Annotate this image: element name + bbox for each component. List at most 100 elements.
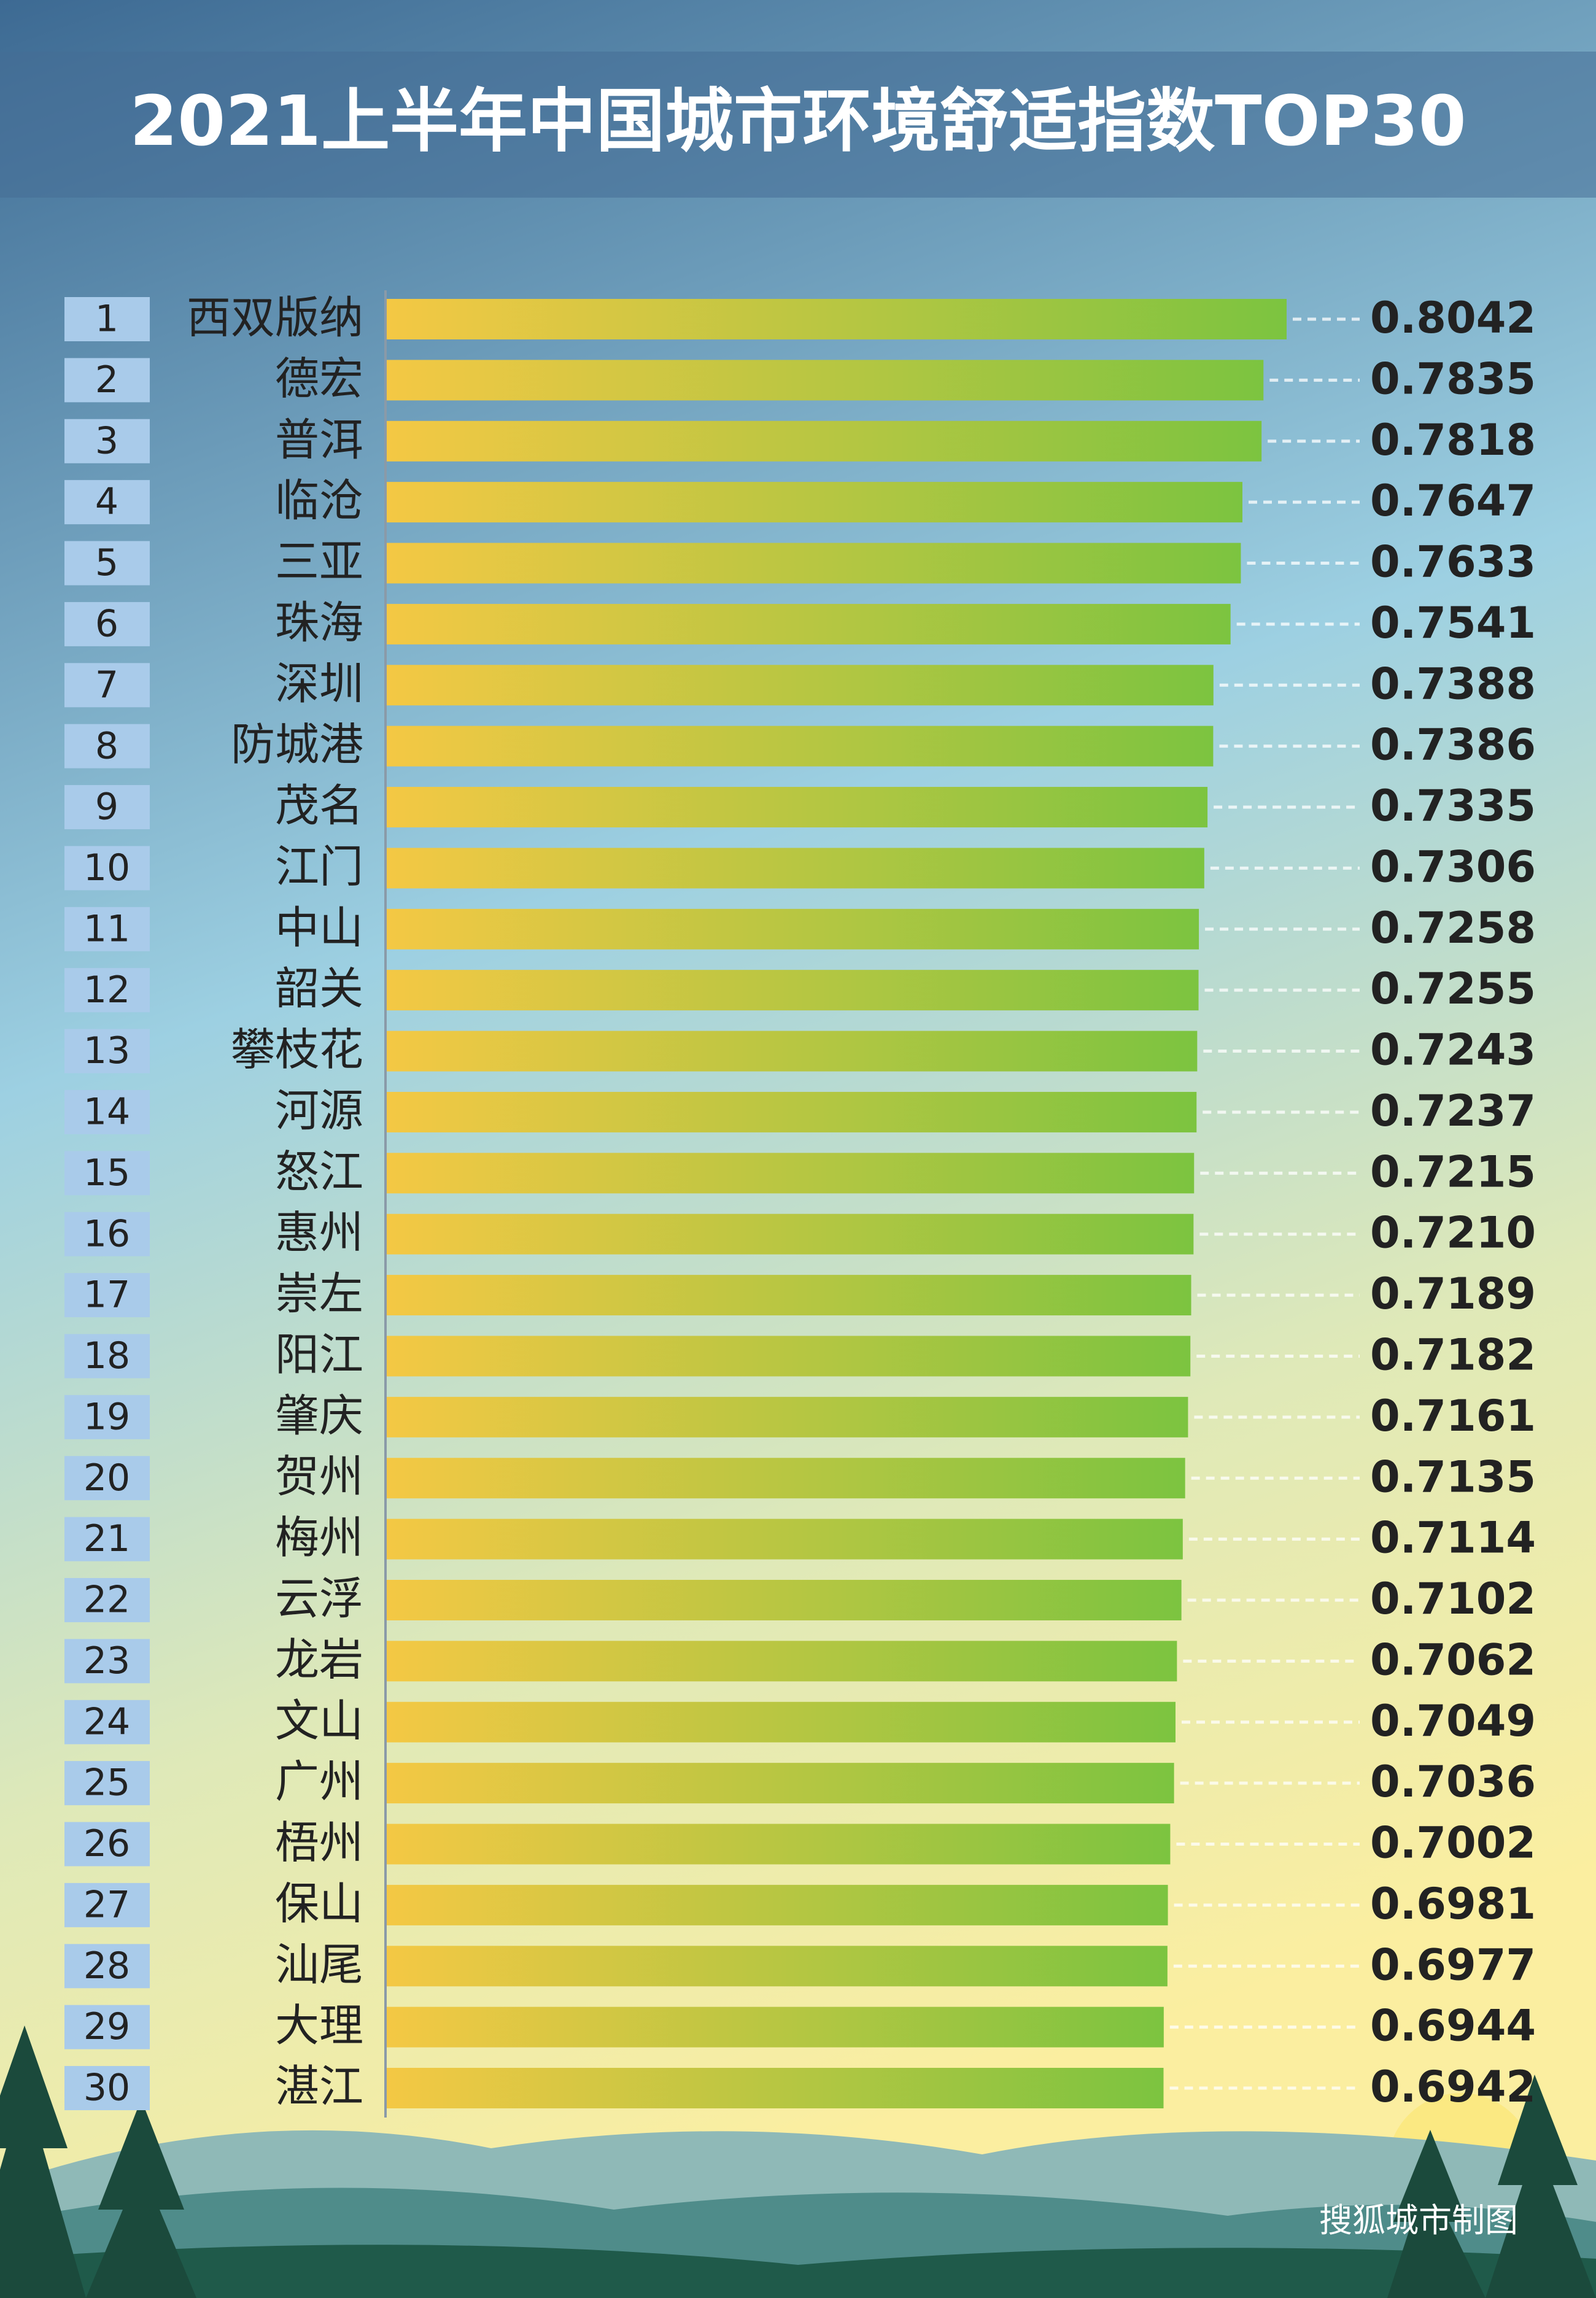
rank-box: [64, 1700, 150, 1744]
category-label: 江门: [275, 841, 363, 892]
rank-label: 8: [95, 724, 118, 767]
category-label: 攀枝花: [231, 1024, 363, 1075]
value-label: 0.8042: [1370, 293, 1536, 343]
rank-label: 27: [83, 1883, 130, 1926]
value-label: 0.7102: [1370, 1574, 1536, 1624]
rank-label: 9: [95, 786, 118, 829]
value-label: 0.7335: [1370, 781, 1536, 831]
bar: [387, 482, 1242, 523]
rank-label: 16: [83, 1212, 130, 1255]
category-label: 茂名: [275, 780, 363, 832]
rank-box: [64, 602, 150, 646]
value-label: 0.6981: [1370, 1879, 1536, 1929]
rank-label: 19: [83, 1395, 130, 1438]
rank-label: 24: [83, 1700, 130, 1743]
category-label: 汕尾: [275, 1939, 363, 1990]
rank-label: 11: [83, 907, 130, 950]
rank-box: [64, 1639, 150, 1684]
rank-label: 25: [83, 1762, 130, 1805]
value-label: 0.6942: [1370, 2062, 1536, 2112]
rank-label: 20: [83, 1457, 130, 1499]
rank-label: 6: [95, 602, 118, 645]
bar: [387, 543, 1241, 584]
rank-label: 28: [83, 1944, 130, 1987]
rank-label: 14: [83, 1091, 130, 1134]
category-label: 惠州: [275, 1207, 363, 1258]
rank-box: [64, 1029, 150, 1074]
bar: [387, 1396, 1188, 1437]
category-label: 珠海: [275, 597, 363, 648]
value-label: 0.7255: [1370, 964, 1536, 1014]
bar: [387, 725, 1214, 767]
bar: [387, 848, 1204, 889]
bar: [387, 420, 1262, 462]
value-label: 0.7633: [1370, 537, 1536, 587]
chart-title: 2021上半年中国城市环境舒适指数TOP30: [130, 82, 1466, 161]
bar: [387, 1518, 1183, 1560]
value-label: 0.7258: [1370, 903, 1536, 953]
rank-box: [64, 663, 150, 708]
value-label: 0.7388: [1370, 659, 1536, 709]
category-label: 贺州: [275, 1451, 363, 1503]
rank-box: [64, 358, 150, 403]
title-band: [0, 52, 1596, 198]
category-label: 三亚: [275, 536, 363, 587]
bar: [387, 1946, 1168, 1987]
scenery: [0, 2025, 1596, 2298]
rank-box: [64, 1456, 150, 1501]
rank-label: 7: [95, 663, 118, 706]
bar: [387, 1824, 1171, 1865]
rank-label: 30: [83, 2067, 130, 2110]
rank-box: [64, 968, 150, 1013]
category-label: 云浮: [275, 1573, 363, 1624]
category-label: 梧州: [275, 1817, 363, 1868]
category-label: 深圳: [275, 658, 363, 710]
category-label: 梅州: [275, 1512, 363, 1563]
rank-label: 17: [83, 1274, 130, 1317]
category-label: 德宏: [275, 353, 363, 404]
rank-box: [64, 541, 150, 586]
bar: [387, 1884, 1168, 1925]
rank-label: 15: [83, 1151, 130, 1194]
value-label: 0.7210: [1370, 1208, 1536, 1258]
source-note: 搜狐城市制图: [1319, 2201, 1518, 2240]
category-label: 肇庆: [275, 1390, 363, 1441]
value-label: 0.7114: [1370, 1513, 1536, 1563]
value-label: 0.7062: [1370, 1635, 1536, 1685]
rank-box: [64, 1395, 150, 1439]
category-label: 阳江: [275, 1329, 363, 1380]
bar: [387, 1213, 1194, 1255]
rank-label: 1: [95, 298, 118, 341]
rank-label: 3: [95, 419, 118, 462]
value-label: 0.7161: [1370, 1391, 1536, 1441]
rank-box: [64, 1151, 150, 1196]
rank-box: [64, 480, 150, 525]
category-label: 湛江: [275, 2061, 363, 2113]
rank-box: [64, 2005, 150, 2049]
bar: [387, 1336, 1191, 1377]
rank-label: 13: [83, 1029, 130, 1072]
category-label: 中山: [275, 902, 363, 953]
value-label: 0.7135: [1370, 1452, 1536, 1502]
category-label: 文山: [275, 1695, 363, 1746]
bar: [387, 787, 1208, 828]
value-label: 0.7386: [1370, 720, 1536, 770]
category-label: 崇左: [275, 1268, 363, 1320]
category-label: 西双版纳: [187, 292, 363, 344]
rank-box: [64, 846, 150, 891]
value-label: 0.7818: [1370, 415, 1536, 465]
value-label: 0.7215: [1370, 1147, 1536, 1197]
value-label: 0.7835: [1370, 354, 1536, 404]
rank-label: 18: [83, 1334, 130, 1377]
rank-box: [64, 297, 150, 341]
value-label: 0.7189: [1370, 1269, 1536, 1319]
rank-label: 10: [83, 846, 130, 889]
rank-box: [64, 724, 150, 768]
bar: [387, 665, 1214, 706]
bar: [387, 360, 1264, 401]
bar: [387, 603, 1231, 644]
category-label: 河源: [275, 1085, 363, 1136]
rank-box: [64, 1882, 150, 1927]
category-label: 大理: [275, 2000, 363, 2051]
value-label: 0.7306: [1370, 841, 1536, 892]
